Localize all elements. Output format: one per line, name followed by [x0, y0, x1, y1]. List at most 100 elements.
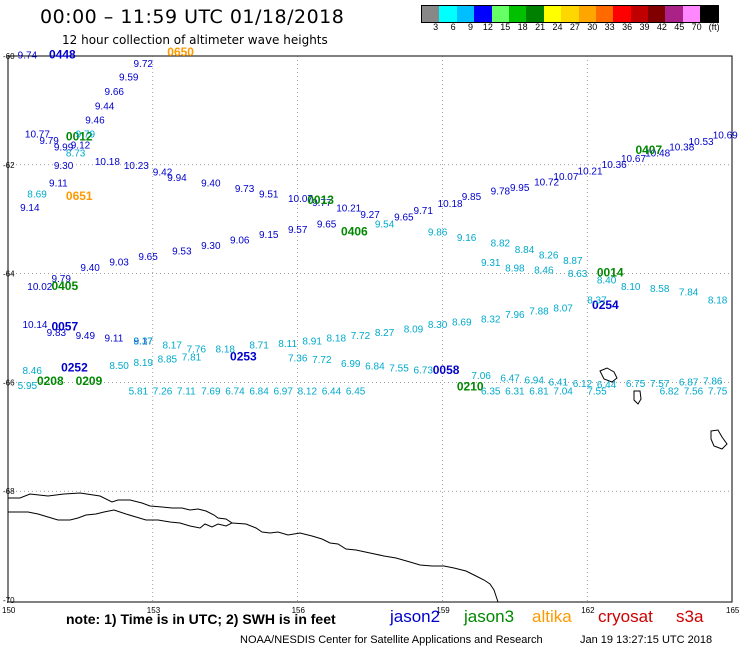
units-note: note: 1) Time is in UTC; 2) SWH is in fe… — [66, 611, 336, 627]
wave-height-value: 9.79 — [76, 130, 96, 141]
wave-height-value: 7.72 — [312, 355, 332, 366]
wave-height-value: 9.30 — [54, 161, 74, 172]
wave-height-value: 8.91 — [302, 336, 322, 347]
wave-height-value: 7.76 — [187, 344, 207, 355]
wave-height-value: 9.86 — [428, 228, 448, 239]
map-grid — [8, 56, 732, 602]
pass-time-label: 0254 — [592, 298, 619, 312]
wave-height-value: 8.87 — [563, 256, 583, 267]
color-scale-swatch — [630, 6, 649, 22]
wave-height-value: 10.72 — [534, 177, 559, 188]
wave-height-value: 9.30 — [201, 241, 221, 252]
wave-height-value: 8.69 — [452, 317, 472, 328]
wave-height-value: 8.18 — [216, 344, 236, 355]
wave-height-value: 6.12 — [573, 379, 593, 390]
color-scale-label: 12 — [482, 22, 493, 32]
wave-height-value: 9.31 — [481, 258, 501, 269]
color-scale-label: 21 — [535, 22, 546, 32]
pass-time-label: 0651 — [66, 189, 93, 203]
pass-time-label: 0208 — [37, 374, 64, 388]
wave-height-value: 6.81 — [529, 386, 549, 397]
wave-height-value: 6.82 — [660, 386, 680, 397]
wave-height-value: 8.98 — [505, 263, 525, 274]
color-scale-swatch — [682, 6, 701, 22]
map-frame — [7, 55, 733, 603]
wave-height-value: 8.32 — [481, 315, 501, 326]
wave-height-value: 6.84 — [365, 361, 385, 372]
color-scale-label: 70 — [691, 22, 702, 32]
wave-height-value: 9.12 — [71, 140, 91, 151]
color-scale-swatch — [508, 6, 527, 22]
latitude-label: -64 — [3, 270, 15, 279]
wave-height-value: 9.16 — [457, 233, 477, 244]
wave-height-value: 9.14 — [20, 203, 40, 214]
wave-height-value: 6.35 — [481, 386, 501, 397]
wave-height-value: 9.40 — [80, 263, 100, 274]
wave-height-value: 10.23 — [124, 161, 149, 172]
wave-height-value: 9.53 — [172, 247, 192, 258]
color-scale-label: 6 — [450, 22, 456, 32]
color-scale-label: 9 — [467, 22, 474, 32]
color-scale-swatch — [456, 6, 475, 22]
wave-height-value: 9.42 — [153, 168, 173, 179]
pass-time-label: 0650 — [167, 45, 194, 59]
wave-height-value: 7.96 — [505, 310, 525, 321]
wave-height-value: 10.21 — [578, 167, 603, 178]
wave-height-value: 9.11 — [49, 179, 68, 190]
pass-time-label: 0057 — [51, 320, 78, 334]
wave-height-value: 6.31 — [505, 386, 525, 397]
wave-height-value: 9.15 — [259, 230, 279, 241]
wave-height-value: 8.37 — [587, 296, 607, 307]
longitude-label: 150 — [2, 606, 16, 615]
wave-height-value: 10.18 — [95, 157, 120, 168]
pass-time-label: 0013 — [307, 193, 334, 207]
generation-timestamp: Jan 19 13:27:15 UTC 2018 — [580, 634, 713, 646]
wave-height-value: 7.72 — [351, 331, 371, 342]
color-scale-swatch — [595, 6, 614, 22]
wave-height-value: 8.27 — [375, 328, 395, 339]
pass-time-label: 0405 — [51, 279, 78, 293]
track-jason3: 0012 0013 0406 0407 0405 0014 0208 0209 0210 — [37, 129, 663, 393]
longitude-label: 156 — [292, 606, 306, 615]
latitude-label: -62 — [3, 161, 15, 170]
wave-height-value: 7.06 — [471, 371, 491, 382]
antarctic-coastline — [8, 492, 233, 529]
color-scale-label: 18 — [517, 22, 528, 32]
wave-height-value: 10.07 — [553, 172, 578, 183]
wave-height-value: 8.30 — [428, 320, 448, 331]
wave-height-value: 9.79 — [39, 136, 59, 147]
wave-height-value: 10.36 — [602, 160, 627, 171]
wave-height-value: 6.74 — [225, 386, 245, 397]
pass-time-label: 0209 — [76, 374, 103, 388]
wave-height-value: 7.84 — [679, 287, 699, 298]
wave-height-value: 9.95 — [510, 183, 530, 194]
wave-height-value: 9.65 — [138, 252, 158, 263]
wave-height-value: 9.06 — [230, 236, 250, 247]
wave-height-value: 8.46 — [22, 366, 42, 377]
wave-height-value: 9.46 — [85, 115, 105, 126]
wave-height-value: 9.40 — [201, 179, 221, 190]
wave-height-value: 9.27 — [360, 210, 380, 221]
color-scale-label: 15 — [500, 22, 511, 32]
wave-height-value: 7.57 — [650, 379, 670, 390]
latitude-label: -70 — [3, 596, 15, 605]
wave-height-value: 9.11 — [105, 334, 124, 345]
legend-cryosat: cryosat — [598, 607, 653, 626]
wave-height-value: 8.69 — [27, 189, 47, 200]
color-scale-label: 39 — [639, 22, 650, 32]
wave-height-value: 8.09 — [404, 324, 424, 335]
island-1 — [599, 367, 618, 383]
wave-height-value: 10.77 — [25, 130, 50, 141]
wave-height-value: 5.95 — [18, 381, 38, 392]
color-scale-label: (ft) — [708, 22, 720, 32]
agency-credit: NOAA/NESDIS Center for Satellite Applica… — [240, 634, 543, 646]
pass-time-label: 0014 — [597, 265, 624, 279]
wave-height-value: 10.69 — [713, 131, 738, 142]
latitude-label: -66 — [3, 378, 15, 387]
wave-height-value: 6.87 — [679, 378, 699, 389]
wave-height-value: 8.82 — [491, 238, 511, 249]
wave-height-value: 8.11 — [278, 339, 297, 350]
wave-height-value: 8.58 — [650, 284, 670, 295]
